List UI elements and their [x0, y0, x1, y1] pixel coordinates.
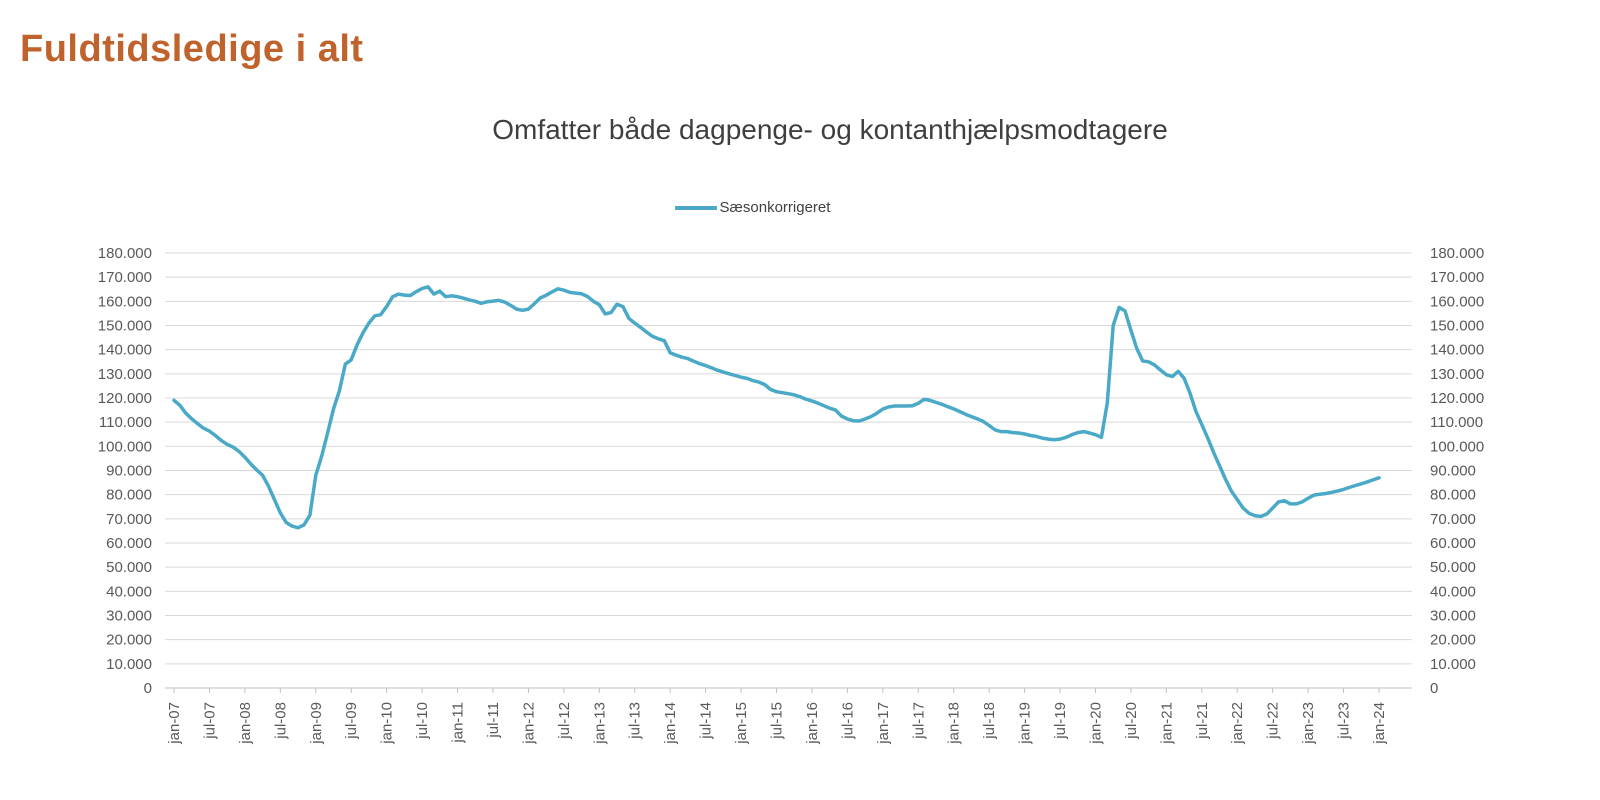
y-axis-label: 80.000: [1430, 487, 1476, 504]
y-axis-label: 70.000: [1430, 511, 1476, 528]
y-axis-label: 180.000: [98, 245, 152, 262]
y-axis-label: 170.000: [1430, 269, 1484, 286]
y-axis-label: 140.000: [98, 342, 152, 359]
x-axis-label: jul-11: [485, 702, 502, 739]
legend-line-marker: [674, 205, 717, 210]
x-axis-label: jul-12: [556, 702, 573, 740]
x-axis-label: jul-15: [769, 702, 786, 740]
x-axis-label: jan-21: [1158, 702, 1175, 745]
x-axis-label: jul-10: [414, 702, 431, 740]
y-axis-label: 60.000: [1430, 535, 1476, 552]
y-axis-labels-right: 0 10.000 20.000 30.000 40.000 50.000 60.000 70.…: [1430, 245, 1484, 697]
y-axis-label: 10.000: [1430, 656, 1476, 673]
y-axis-label: 50.000: [1430, 559, 1476, 576]
chart-legend: Sæsonkorrigeret: [0, 199, 1505, 216]
y-axis-labels-left: 0 10.000 20.000 30.000 40.000 50.000 60.000 70.…: [98, 245, 152, 697]
y-axis-label: 160.000: [1430, 293, 1484, 310]
y-axis-label: 100.000: [98, 438, 152, 455]
y-axis-label: 30.000: [1430, 608, 1476, 625]
y-axis-label: 0: [1430, 680, 1438, 697]
y-axis-label: 20.000: [1430, 632, 1476, 649]
x-axis-label: jul-16: [839, 702, 856, 740]
x-axis-label: jan-15: [733, 702, 750, 745]
x-axis-label: jan-17: [875, 702, 892, 745]
y-axis-label: 150.000: [98, 318, 152, 335]
y-axis-label: 130.000: [1430, 366, 1484, 383]
y-axis-label: 180.000: [1430, 245, 1484, 262]
x-axis-label: jul-09: [343, 702, 360, 740]
x-axis-label: jul-21: [1194, 702, 1211, 740]
y-axis-label: 40.000: [106, 583, 152, 600]
chart-subtitle: Omfatter både dagpenge- og kontanthjælps…: [492, 114, 1168, 145]
x-axis-label: jul-08: [272, 702, 289, 740]
x-axis-label: jan-14: [662, 702, 679, 745]
x-axis-label: jan-08: [237, 702, 254, 745]
y-axis-label: 90.000: [1430, 463, 1476, 480]
x-axis-label: jan-12: [520, 702, 537, 745]
x-axis-label: jan-18: [946, 702, 963, 745]
x-axis-label: jan-11: [450, 702, 467, 744]
x-axis-labels: jan-07 jul-07 jan-08 jul-08 jan-09 jul-09 jan-…: [166, 702, 1388, 745]
x-axis-label: jul-14: [698, 702, 715, 740]
y-axis-label: 20.000: [106, 632, 152, 649]
page-title: Fuldtidsledige i alt: [20, 28, 364, 70]
y-axis-label: 60.000: [106, 535, 152, 552]
x-axis-label: jan-23: [1300, 702, 1317, 745]
x-axis-label: jul-07: [201, 702, 218, 740]
y-axis-label: 110.000: [99, 414, 152, 431]
x-axis-label: jan-07: [166, 702, 183, 745]
x-axis-ticks: [173, 688, 1380, 693]
x-axis-label: jul-20: [1123, 702, 1140, 740]
y-axis-label: 70.000: [106, 511, 152, 528]
x-axis-label: jan-19: [1017, 702, 1034, 745]
x-axis-label: jan-16: [804, 702, 821, 745]
y-axis-label: 120.000: [1430, 390, 1484, 407]
y-axis-label: 90.000: [106, 463, 152, 480]
y-axis-label: 30.000: [106, 608, 152, 625]
x-axis-label: jul-13: [627, 702, 644, 740]
y-axis-label: 160.000: [98, 293, 152, 310]
y-axis-label: 110.000: [1430, 414, 1483, 431]
y-axis-label: 100.000: [1430, 438, 1484, 455]
series-line-saesonkorrigeret: [172, 285, 1381, 530]
y-axis-label: 140.000: [1430, 342, 1484, 359]
legend-label: Sæsonkorrigeret: [719, 199, 831, 216]
x-axis-label: jul-17: [910, 702, 927, 740]
x-axis-label: jul-22: [1265, 702, 1282, 740]
y-axis-label: 0: [144, 680, 152, 697]
y-gridlines: [165, 252, 1412, 665]
y-axis-label: 150.000: [1430, 318, 1484, 335]
x-axis-label: jan-20: [1087, 702, 1104, 745]
x-axis-label: jan-10: [379, 702, 396, 745]
y-axis-label: 80.000: [106, 487, 152, 504]
x-axis-label: jan-24: [1371, 702, 1388, 745]
y-axis-label: 120.000: [98, 390, 152, 407]
x-axis-label: jul-19: [1052, 702, 1069, 740]
x-axis-label: jan-09: [308, 702, 325, 745]
y-axis-label: 170.000: [98, 269, 152, 286]
x-axis-label: jul-23: [1336, 702, 1353, 740]
x-axis-label: jul-18: [981, 702, 998, 740]
x-axis-label: jan-13: [591, 702, 608, 745]
x-axis-label: jan-22: [1229, 702, 1246, 745]
y-axis-label: 40.000: [1430, 583, 1476, 600]
y-axis-label: 10.000: [106, 656, 152, 673]
y-axis-label: 130.000: [98, 366, 152, 383]
y-axis-label: 50.000: [106, 559, 152, 576]
